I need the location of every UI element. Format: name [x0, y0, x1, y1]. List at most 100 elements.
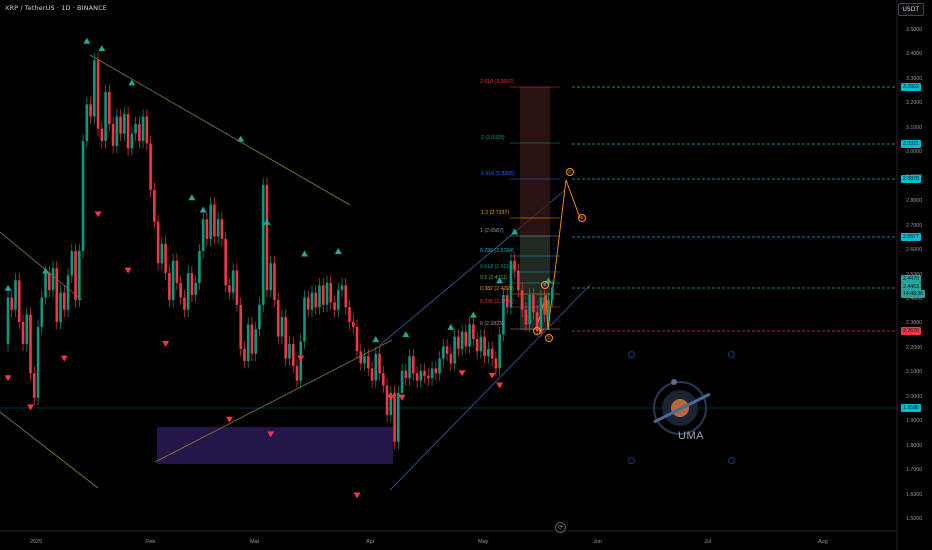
buy-signal-icon	[496, 277, 504, 284]
candle-body	[78, 251, 81, 300]
fib-level-label: 1.2 (2.7337)	[481, 210, 509, 216]
candle-body	[333, 302, 336, 310]
candle-body	[419, 370, 423, 381]
sell-signal-icon	[225, 416, 233, 423]
candle-body	[55, 268, 59, 322]
candle-body	[291, 343, 295, 366]
candle-body	[123, 114, 126, 134]
candle-body	[186, 273, 190, 310]
sell-signal-icon	[488, 372, 496, 379]
price-tick-label: 2.2000	[906, 344, 923, 351]
price-tick-label: 3.5000	[906, 27, 923, 33]
candle-body	[145, 116, 149, 144]
price-badge: 14:48:30	[901, 290, 926, 298]
candle-body	[535, 312, 539, 330]
candle-body	[314, 292, 318, 308]
candle-body	[93, 60, 96, 117]
price-tick-label: 3.2000	[906, 100, 923, 107]
sell-signal-icon	[297, 355, 305, 362]
time-tick-label: Mar	[250, 539, 260, 545]
candle-body	[366, 356, 370, 369]
candle-body	[303, 297, 306, 342]
candle-body	[47, 273, 51, 291]
fib-level-label: 1.618 (2.8905)	[481, 171, 515, 177]
candle-body	[340, 285, 344, 291]
candle-body	[168, 273, 171, 300]
candle-body	[156, 221, 160, 264]
price-badge: 2.6577	[901, 233, 921, 241]
candle-body	[430, 368, 434, 379]
sell-signal-icon	[496, 382, 504, 389]
wave-projection	[535, 179, 581, 331]
candle-body	[434, 368, 438, 374]
candle-body	[389, 392, 393, 415]
logo-marker	[628, 457, 635, 464]
price-tick-label: 2.0000	[906, 393, 923, 400]
candle-body	[348, 307, 351, 322]
candle-body	[468, 324, 471, 347]
candle-body	[111, 123, 115, 146]
candle-body	[265, 185, 269, 291]
candle-body	[17, 280, 21, 322]
trendline-descending	[0, 231, 83, 301]
candle-body	[160, 243, 164, 264]
candle-body	[220, 219, 224, 239]
candle-body	[498, 334, 501, 369]
candle-body	[231, 270, 235, 293]
channel-lower	[389, 284, 591, 491]
candle-body	[273, 263, 276, 300]
candle-body	[115, 116, 119, 146]
wave-label: C	[545, 334, 553, 342]
time-tick-label: 2025	[30, 539, 43, 545]
wave-label: E	[578, 214, 586, 222]
wave-label: D	[566, 168, 574, 176]
price-tick-label: 2.6000	[906, 247, 923, 254]
candle-body	[487, 348, 490, 357]
candle-body	[70, 251, 74, 276]
price-badge: 1.9580	[901, 404, 921, 412]
logo-marker	[728, 457, 735, 464]
candle-body	[288, 343, 291, 359]
candle-body	[382, 373, 385, 386]
price-badge: 3.0331	[901, 140, 921, 148]
candle-body	[479, 336, 483, 352]
candle-body	[126, 114, 130, 149]
candle-body	[532, 295, 535, 313]
sell-signal-icon	[353, 492, 361, 499]
trendline-ascending	[154, 339, 393, 463]
candle-body	[453, 336, 456, 364]
candle-body	[10, 297, 14, 310]
buy-signal-icon	[83, 37, 91, 44]
sell-signal-icon	[94, 211, 102, 218]
candle-body	[62, 292, 66, 310]
candle-body	[408, 356, 411, 379]
price-tick-label: 2.4000	[906, 295, 923, 302]
candle-body	[246, 324, 250, 362]
candle-body	[175, 260, 179, 283]
fib-level-label: 0.236 (2.3720)	[480, 299, 514, 305]
time-tick-label: Jun	[593, 539, 602, 545]
candle-body	[404, 370, 408, 379]
candle-body	[85, 104, 89, 142]
candle-body	[164, 243, 167, 274]
candle-body	[89, 104, 92, 117]
buy-signal-icon	[334, 248, 342, 255]
candle-body	[295, 365, 299, 381]
candle-body	[25, 314, 29, 344]
candles-layer	[6, 53, 554, 450]
price-tick-label: 2.3000	[906, 320, 923, 327]
candle-body	[141, 116, 145, 142]
currency-button[interactable]: USDT	[897, 3, 924, 16]
go-to-realtime-icon[interactable]: ⟳	[555, 522, 566, 533]
wave-label: A	[533, 327, 541, 335]
fib-level-label: 0.5 (2.4711)	[480, 275, 508, 281]
price-tick-label: 1.9000	[906, 418, 923, 425]
candle-body	[464, 331, 468, 347]
sell-signal-icon	[267, 431, 275, 438]
candle-body	[100, 128, 104, 142]
candle-body	[235, 270, 239, 305]
candle-body	[329, 282, 333, 303]
price-tick-label: 1.8000	[906, 442, 923, 449]
sell-signal-icon	[27, 404, 35, 411]
